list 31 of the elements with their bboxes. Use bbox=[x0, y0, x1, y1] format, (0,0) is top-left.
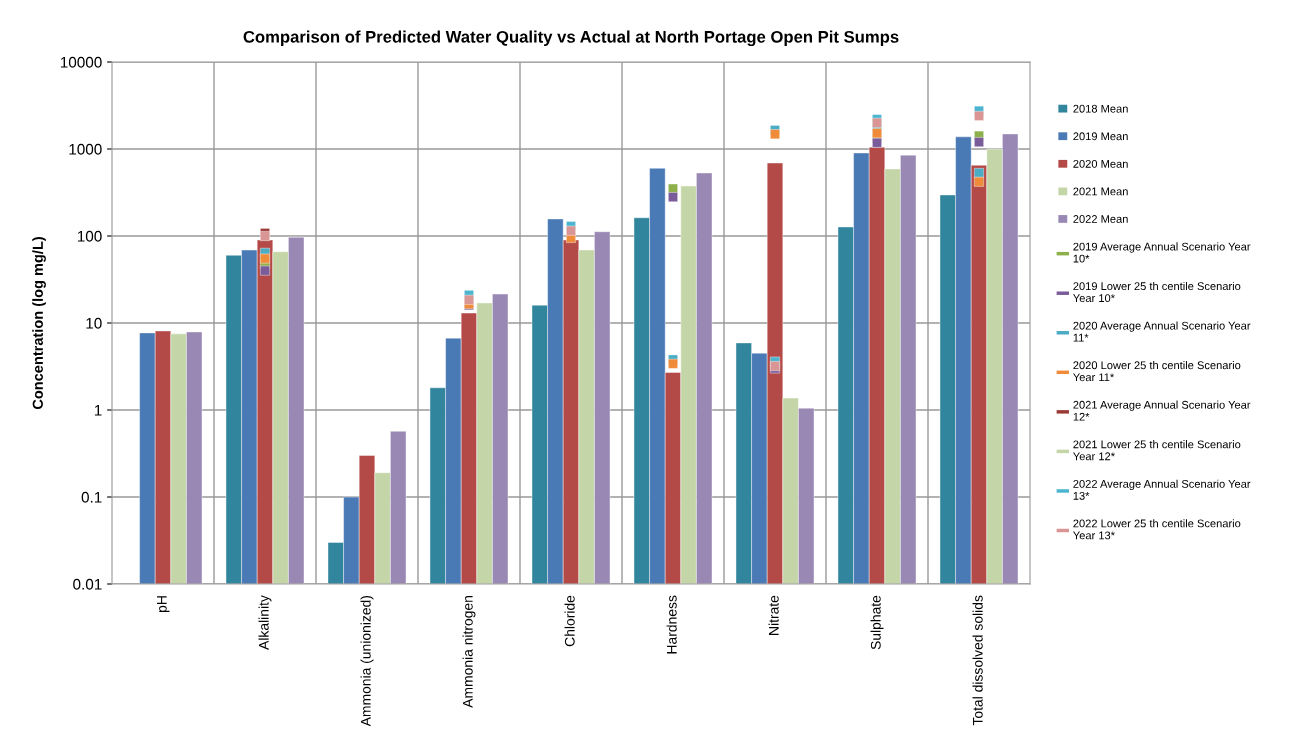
legend-label: 2021 Mean bbox=[1073, 187, 1128, 196]
legend-label: 2021 Lower 25 th centile Scenario Year 12* bbox=[1073, 440, 1241, 461]
x-tick-label: Alkalinity bbox=[258, 595, 272, 650]
legend-label: 2022 Mean bbox=[1073, 215, 1128, 223]
y-tick-label: 100 bbox=[77, 230, 102, 242]
x-tick-label: Ammonia nitrogen bbox=[462, 596, 476, 708]
chart-title: Comparison of Predicted Water Quality vs Actual at North Portage Open Pit Sumps bbox=[243, 30, 899, 47]
legend-label: 2019 Mean bbox=[1073, 132, 1128, 141]
legend-label: 2020 Average Annual Scenario Year 11* bbox=[1073, 321, 1251, 342]
y-tick-label: 10 bbox=[86, 317, 102, 329]
legend-label: 2022 Average Annual Scenario Year 13* bbox=[1073, 479, 1251, 500]
legend-label: 2020 Mean bbox=[1073, 159, 1128, 168]
legend-label: 2020 Lower 25 th centile Scenario Year 11* bbox=[1073, 361, 1241, 382]
legend-label: 2022 Lower 25 th centile Scenario Year 13* bbox=[1073, 519, 1241, 540]
y-tick-label: 0.1 bbox=[81, 491, 102, 503]
y-tick-label: 1 bbox=[94, 405, 102, 416]
y-tick-label: 10000 bbox=[60, 56, 102, 68]
y-axis-title: Concentration (log mg/L) bbox=[32, 237, 46, 410]
legend-label: 2019 Average Annual Scenario Year 10* bbox=[1073, 242, 1251, 263]
x-tick-label: Chloride bbox=[564, 595, 575, 647]
x-tick-label: Sulphate bbox=[870, 595, 884, 650]
y-tick-label: 1000 bbox=[69, 143, 102, 155]
legend-label: 2019 Lower 25 th centile Scenario Year 10* bbox=[1073, 281, 1241, 303]
x-tick-label: Ammonia (unionized) bbox=[360, 595, 374, 727]
legend-label: 2018 Mean bbox=[1073, 104, 1128, 113]
x-tick-label: Nitrate bbox=[768, 595, 779, 635]
legend-label: 2021 Average Annual Scenario Year 12* bbox=[1073, 400, 1251, 421]
x-tick-label: Total dissolved solids bbox=[972, 595, 983, 726]
x-tick-label: Hardness bbox=[666, 595, 677, 654]
y-tick-label: 0.01 bbox=[73, 578, 102, 590]
x-tick-label: pH bbox=[157, 596, 170, 612]
